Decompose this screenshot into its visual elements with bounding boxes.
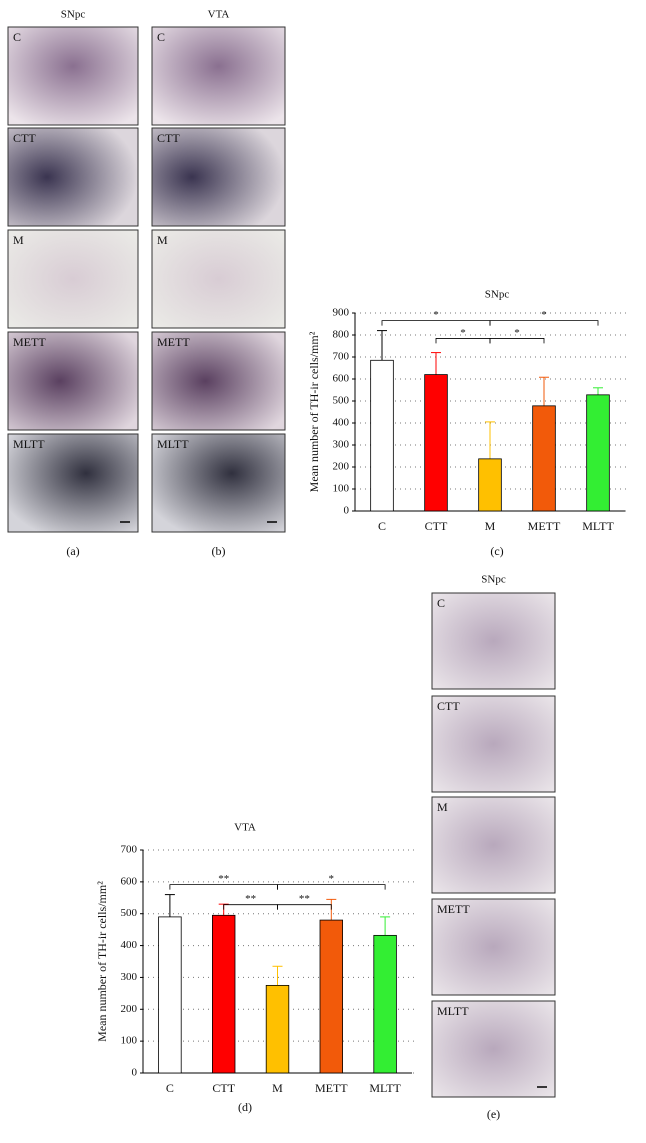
- x-tick-label: C: [378, 519, 386, 533]
- bar: [319, 919, 343, 1074]
- panel-title: VTA: [208, 9, 230, 21]
- y-tick-label: 0: [344, 505, 350, 517]
- significance-bracket: [169, 884, 278, 890]
- y-tick-label: 300: [333, 439, 350, 451]
- micrograph: [7, 433, 139, 533]
- micrograph: [7, 26, 139, 126]
- chart-title: VTA: [234, 822, 256, 834]
- micrograph: [151, 26, 286, 126]
- x-tick-label: M: [485, 519, 496, 533]
- significance-bracket: [381, 320, 491, 326]
- chart-title: SNpc: [485, 289, 510, 301]
- significance-label: *: [460, 327, 466, 339]
- significance-label: *: [433, 309, 439, 321]
- significance-label: **: [245, 893, 256, 905]
- y-tick-label: 800: [333, 329, 350, 341]
- micrograph: [431, 1000, 556, 1098]
- significance-bracket: [223, 904, 278, 910]
- significance-label: *: [541, 309, 547, 321]
- micrograph-label: M: [437, 800, 448, 814]
- x-tick-label: METT: [528, 519, 561, 533]
- micrograph-label: C: [157, 30, 165, 44]
- y-tick-label: 100: [121, 1035, 138, 1047]
- y-tick-label: 500: [121, 907, 138, 919]
- micrograph: [151, 331, 286, 431]
- micrograph: [151, 433, 286, 533]
- micrograph: [431, 695, 556, 793]
- panel-title: SNpc: [481, 574, 506, 586]
- y-tick-label: 0: [132, 1067, 138, 1079]
- micrograph: [151, 127, 286, 227]
- bar: [586, 394, 610, 512]
- significance-label: **: [299, 893, 310, 905]
- micrograph: [431, 898, 556, 996]
- micrograph-label: M: [13, 233, 24, 247]
- significance-label: *: [514, 327, 520, 339]
- micrograph-label: CTT: [437, 699, 460, 713]
- bar: [370, 359, 394, 512]
- bar: [532, 405, 556, 512]
- micrograph-label: METT: [13, 335, 46, 349]
- chart-caption: (c): [490, 544, 503, 558]
- bar: [478, 458, 502, 512]
- panel-label: (b): [212, 544, 226, 558]
- y-axis-label: Mean number of TH-ir cells/mm²: [307, 331, 321, 492]
- chart-caption: (d): [238, 1100, 252, 1114]
- bar: [158, 916, 182, 1074]
- micrograph-label: C: [437, 596, 445, 610]
- y-tick-label: 300: [121, 971, 138, 983]
- x-tick-label: MLTT: [369, 1081, 401, 1095]
- y-tick-label: 900: [333, 307, 350, 319]
- y-tick-label: 400: [333, 417, 350, 429]
- micrograph: [7, 229, 139, 329]
- bar: [212, 914, 236, 1074]
- significance-label: **: [218, 873, 229, 885]
- y-tick-label: 400: [121, 939, 138, 951]
- micrograph-label: MLTT: [437, 1004, 469, 1018]
- x-tick-label: CTT: [425, 519, 448, 533]
- micrograph-label: CTT: [13, 131, 36, 145]
- significance-bracket: [435, 338, 491, 344]
- y-tick-label: 500: [333, 395, 350, 407]
- significance-label: *: [329, 873, 335, 885]
- x-tick-label: METT: [315, 1081, 348, 1095]
- significance-bracket: [489, 338, 545, 344]
- panel-title: SNpc: [61, 9, 86, 21]
- bar: [424, 374, 448, 512]
- significance-bracket: [489, 320, 599, 326]
- micrograph-label: METT: [157, 335, 190, 349]
- x-tick-label: CTT: [212, 1081, 235, 1095]
- micrograph-label: MLTT: [157, 437, 189, 451]
- significance-bracket: [277, 904, 332, 910]
- y-tick-label: 100: [333, 483, 350, 495]
- y-tick-label: 200: [333, 461, 350, 473]
- x-tick-label: M: [272, 1081, 283, 1095]
- micrograph-label: MLTT: [13, 437, 45, 451]
- y-axis-label: Mean number of TH-ir cells/mm²: [95, 881, 109, 1042]
- micrograph: [7, 331, 139, 431]
- y-tick-label: 600: [121, 875, 138, 887]
- micrograph: [151, 229, 286, 329]
- micrograph-label: CTT: [157, 131, 180, 145]
- micrograph: [431, 592, 556, 690]
- y-tick-label: 600: [333, 373, 350, 385]
- significance-bracket: [277, 884, 386, 890]
- micrograph-label: C: [13, 30, 21, 44]
- x-tick-label: MLTT: [582, 519, 614, 533]
- panel-label: (e): [487, 1107, 500, 1121]
- micrograph-label: METT: [437, 902, 470, 916]
- bar: [265, 984, 290, 1074]
- micrograph: [7, 127, 139, 227]
- micrograph: [431, 796, 556, 894]
- y-tick-label: 700: [333, 351, 350, 363]
- panel-label: (a): [66, 544, 79, 558]
- y-tick-label: 200: [121, 1003, 138, 1015]
- micrograph-label: M: [157, 233, 168, 247]
- y-tick-label: 700: [121, 844, 138, 856]
- bar: [373, 934, 397, 1074]
- x-tick-label: C: [166, 1081, 174, 1095]
